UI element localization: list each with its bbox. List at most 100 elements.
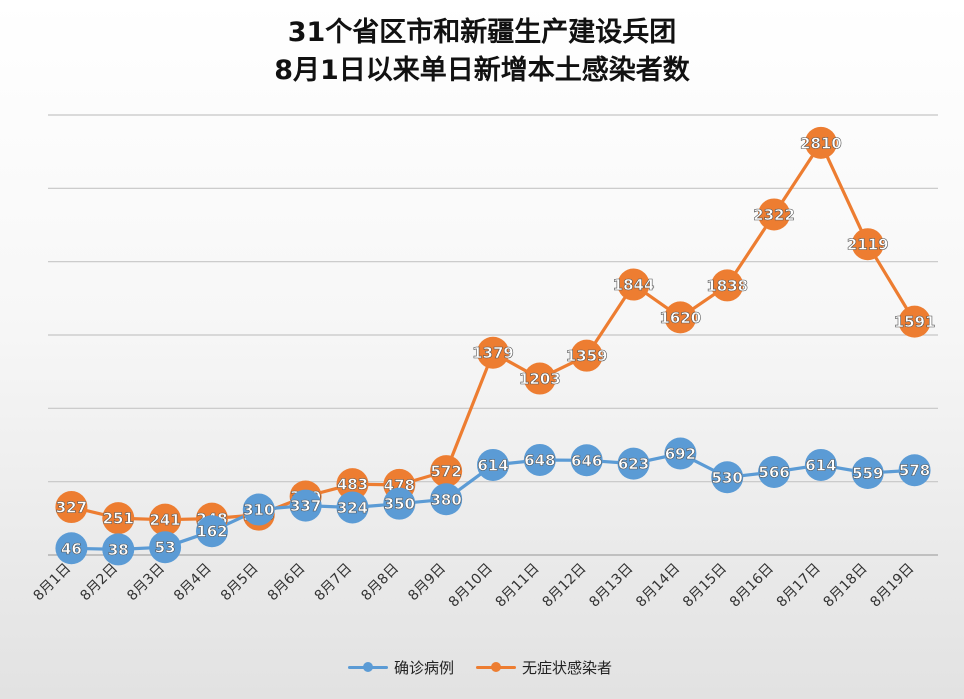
x-tick-label: 8月13日 bbox=[586, 561, 636, 611]
data-point bbox=[758, 198, 791, 231]
data-point bbox=[617, 447, 650, 480]
legend-swatch-asymptomatic bbox=[476, 662, 516, 672]
data-point bbox=[336, 491, 369, 524]
data-point bbox=[664, 301, 697, 334]
data-point bbox=[570, 339, 603, 372]
data-point bbox=[851, 457, 884, 490]
x-tick-label: 8月8日 bbox=[358, 561, 402, 605]
data-label: 241 bbox=[149, 511, 180, 529]
data-point bbox=[898, 305, 931, 338]
legend-label-confirmed: 确诊病例 bbox=[393, 658, 454, 677]
data-label: 614 bbox=[805, 456, 836, 474]
data-point bbox=[242, 493, 275, 526]
data-point bbox=[430, 455, 463, 488]
data-label: 530 bbox=[712, 469, 743, 487]
data-label: 646 bbox=[571, 452, 602, 470]
data-point bbox=[102, 502, 135, 535]
x-tick-label: 8月2日 bbox=[77, 561, 121, 605]
data-label: 350 bbox=[384, 495, 415, 513]
data-label: 692 bbox=[665, 445, 696, 463]
data-point bbox=[55, 532, 88, 565]
data-point bbox=[149, 531, 182, 564]
data-label: 337 bbox=[290, 497, 321, 515]
x-tick-label: 8月10日 bbox=[446, 561, 496, 611]
data-point bbox=[55, 491, 88, 524]
data-label: 2810 bbox=[800, 134, 842, 152]
data-label: 648 bbox=[524, 451, 555, 469]
data-point bbox=[898, 454, 931, 487]
data-point bbox=[195, 515, 228, 548]
data-label: 310 bbox=[243, 501, 274, 519]
data-label: 483 bbox=[337, 476, 368, 494]
data-point bbox=[430, 483, 463, 516]
data-label: 53 bbox=[155, 539, 176, 557]
x-tick-label: 8月17日 bbox=[774, 561, 824, 611]
data-point bbox=[383, 487, 416, 520]
x-tick-label: 8月19日 bbox=[867, 561, 917, 611]
x-tick-label: 8月4日 bbox=[171, 561, 215, 605]
data-point bbox=[711, 269, 744, 302]
data-label: 162 bbox=[196, 523, 227, 541]
data-point bbox=[149, 503, 182, 536]
legend-item-asymptomatic: 无症状感染者 bbox=[476, 657, 612, 678]
chart-title-line1: 31个省区市和新疆生产建设兵团 bbox=[287, 17, 677, 48]
data-point bbox=[851, 228, 884, 261]
data-label: 327 bbox=[56, 499, 87, 517]
data-label: 1620 bbox=[659, 309, 701, 327]
legend-item-confirmed: 确诊病例 bbox=[347, 657, 454, 678]
data-point bbox=[804, 448, 837, 481]
x-tick-label: 8月7日 bbox=[312, 561, 356, 605]
data-label: 251 bbox=[103, 510, 134, 528]
data-point bbox=[336, 468, 369, 501]
legend: 确诊病例 无症状感染者 bbox=[330, 652, 630, 682]
x-tick-label: 8月14日 bbox=[633, 561, 683, 611]
data-label: 559 bbox=[852, 465, 883, 483]
series-0-points: 46 38 53 162 310 337 324 350 380 614 648 646 623 692 5… bbox=[55, 437, 931, 566]
data-point bbox=[289, 489, 322, 522]
data-point bbox=[570, 444, 603, 477]
data-point bbox=[804, 126, 837, 159]
data-point bbox=[523, 443, 556, 476]
data-label: 566 bbox=[758, 463, 789, 481]
data-label: 1591 bbox=[894, 313, 936, 331]
data-point bbox=[758, 455, 791, 488]
data-label: 2119 bbox=[847, 236, 889, 254]
data-point bbox=[711, 461, 744, 494]
x-tick-label: 8月11日 bbox=[493, 561, 543, 611]
data-point bbox=[477, 448, 509, 481]
data-label: 1844 bbox=[613, 276, 655, 294]
data-label: 1203 bbox=[519, 370, 561, 388]
data-label: 380 bbox=[431, 491, 462, 509]
x-tick-label: 8月1日 bbox=[31, 561, 75, 605]
x-tick-label: 8月9日 bbox=[405, 561, 449, 605]
data-point bbox=[664, 437, 697, 470]
x-tick-label: 8月5日 bbox=[218, 561, 262, 605]
data-label: 1359 bbox=[566, 347, 608, 365]
data-point bbox=[617, 268, 650, 301]
chart-title-line2: 8月1日以来单日新增本土感染者数 bbox=[274, 55, 690, 86]
data-label: 1838 bbox=[706, 277, 748, 295]
data-label: 46 bbox=[61, 540, 82, 558]
x-tick-label: 8月12日 bbox=[539, 561, 589, 611]
legend-label-asymptomatic: 无症状感染者 bbox=[522, 658, 613, 677]
data-label: 578 bbox=[899, 462, 930, 480]
data-label: 614 bbox=[477, 456, 508, 474]
data-point bbox=[523, 362, 556, 395]
x-tick-label: 8月18日 bbox=[821, 561, 871, 611]
data-label: 38 bbox=[108, 541, 129, 559]
x-axis: 8月1日 8月2日 8月3日 8月4日 8月5日 8月6日 8月7日 8月8日 8月9日8月10… bbox=[31, 554, 938, 611]
data-label: 1379 bbox=[472, 344, 514, 362]
x-tick-label: 8月15日 bbox=[680, 561, 730, 611]
legend-swatch-confirmed bbox=[347, 662, 388, 672]
chart-title: 31个省区市和新疆生产建设兵团 8月1日以来单日新增本土感染者数 bbox=[0, 14, 964, 90]
series-layer: 3272512412482753994834785721379120313591… bbox=[55, 126, 936, 566]
data-label: 572 bbox=[431, 463, 462, 481]
data-label: 2322 bbox=[753, 206, 795, 224]
x-tick-label: 8月16日 bbox=[727, 561, 777, 611]
x-tick-label: 8月6日 bbox=[265, 561, 309, 605]
data-point bbox=[477, 336, 509, 369]
gridlines bbox=[48, 114, 938, 483]
data-label: 324 bbox=[337, 499, 368, 517]
